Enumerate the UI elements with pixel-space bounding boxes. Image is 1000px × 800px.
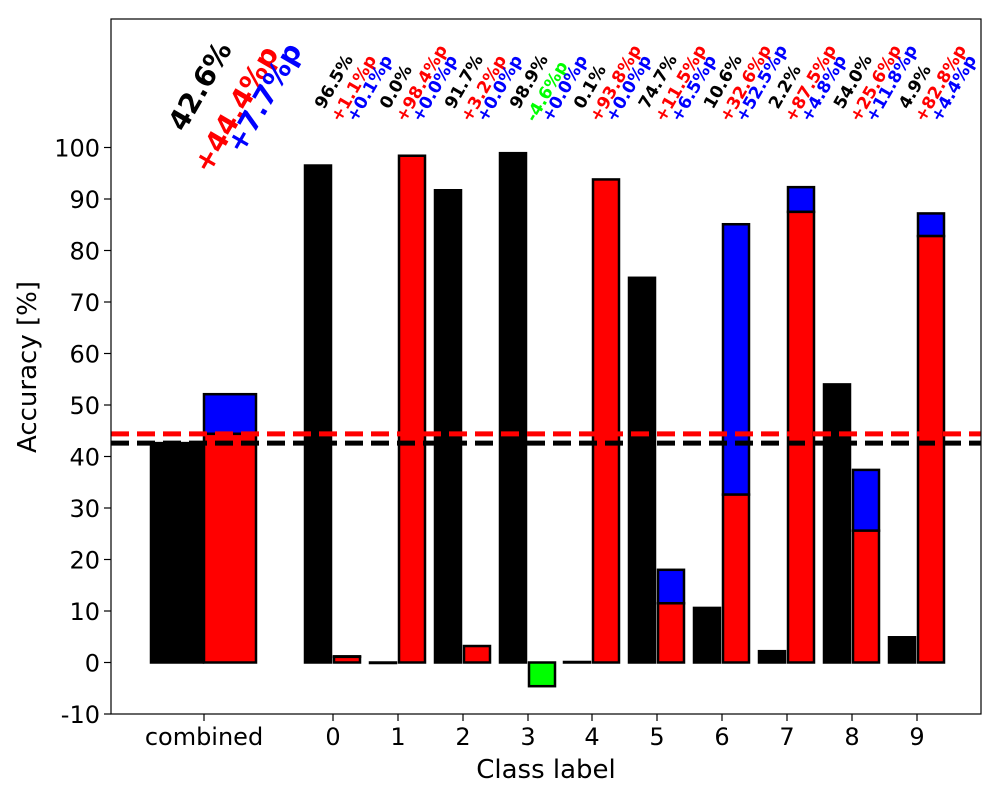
class-7-baseline-bar [757,649,787,664]
y-tick-label: 50 [69,392,100,420]
class-6-improved-bar [721,493,751,664]
y-tick-label: 40 [69,444,100,472]
class-5-improved-bar [656,602,686,664]
class-8-improved-bar [851,529,881,664]
class-9-improved-bar [916,234,946,664]
x-tick-label-1: 1 [390,723,405,751]
x-tick-label-2: 2 [455,723,470,751]
class-4-improved-bar [591,178,621,664]
combined-increase-bar [202,392,258,436]
x-tick-label-6: 6 [714,723,729,751]
y-tick-label: 20 [69,547,100,575]
x-tick-label-9: 9 [909,723,924,751]
class-3-decrease-bar [527,661,557,688]
combined-improved-bar [202,432,258,664]
x-tick-label-combined: combined [145,723,263,751]
class-1-improved-bar [397,154,427,664]
class-1-baseline-bar [368,661,398,665]
x-tick-label-3: 3 [520,723,535,751]
y-tick-label: 10 [69,598,100,626]
y-tick-label: 80 [69,238,100,266]
y-tick-label: 0 [85,650,100,678]
y-tick-label: -10 [61,701,100,729]
class-7-improved-bar [786,210,816,664]
y-tick-label: 100 [54,135,100,163]
class-8-increase-bar [851,468,881,532]
y-tick-label: 90 [69,186,100,214]
class-9-baseline-bar [887,636,917,664]
y-axis-title: Accuracy [%] [13,281,43,453]
class-4-baseline-bar [562,660,592,664]
class-5-increase-bar [656,568,686,605]
class-6-increase-bar [721,222,751,496]
x-axis-title: Class label [476,755,616,785]
x-tick-label-5: 5 [649,723,664,751]
class-0-baseline-bar [303,164,333,664]
class-9-increase-bar [916,212,946,238]
class-2-improved-bar [462,644,492,664]
y-tick-label: 30 [69,495,100,523]
class-3-baseline-bar [498,151,528,664]
y-tick-label: 60 [69,341,100,369]
plot-frame [110,18,982,715]
combined-baseline-bar [149,441,205,664]
x-tick-label-8: 8 [844,723,859,751]
class-6-baseline-bar [692,606,722,664]
x-tick-label-7: 7 [779,723,794,751]
class-0-improved-bar [332,655,362,664]
y-tick-label: 70 [69,289,100,317]
x-tick-label-4: 4 [584,723,599,751]
class-5-baseline-bar [627,276,657,664]
class-8-baseline-bar [822,383,852,664]
class-7-increase-bar [786,185,816,214]
x-tick-label-0: 0 [325,723,340,751]
class-2-baseline-bar [433,188,463,664]
